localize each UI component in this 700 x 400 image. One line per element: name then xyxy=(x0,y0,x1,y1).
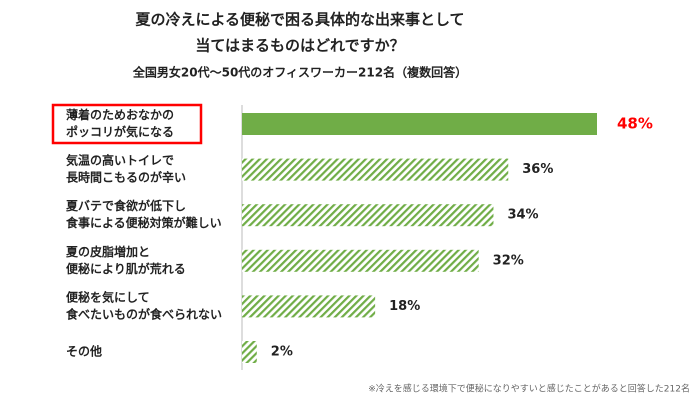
value-label: 32% xyxy=(493,253,524,268)
value-label: 48% xyxy=(617,115,653,133)
category-label: 長時間こもるのが辛い xyxy=(66,170,186,185)
category-label: 食事による便秘対策が難しい xyxy=(65,215,222,230)
bar xyxy=(242,341,257,363)
bar xyxy=(242,204,494,227)
value-label: 36% xyxy=(522,162,553,177)
bar xyxy=(242,113,597,135)
category-label: 夏バテで食欲が低下し xyxy=(66,198,186,213)
value-label: 34% xyxy=(507,208,538,223)
highlight-box xyxy=(51,103,203,145)
category-label: 夏の皮脂増加と xyxy=(66,244,150,259)
category-label: 便秘を気にして xyxy=(66,289,150,304)
footnote: ※冷えを感じる環境下で便秘になりやすいと感じたことがあると回答した212名 xyxy=(368,383,690,395)
chart-title: 当てはまるものはどれですか？ xyxy=(195,37,404,55)
category-label: 気温の高いトイレで xyxy=(66,153,174,168)
category-label: 便秘により肌が荒れる xyxy=(66,261,186,276)
bar xyxy=(242,295,376,318)
value-label: 18% xyxy=(389,299,420,314)
bar xyxy=(242,158,509,181)
value-label: 2% xyxy=(271,345,293,360)
category-label: ポッコリが気になる xyxy=(66,124,174,139)
chart-title: 夏の冷えによる便秘で困る具体的な出来事として xyxy=(134,11,464,29)
chart-subtitle: 全国男女20代〜50代のオフィスワーカー212名（複数回答） xyxy=(132,65,467,80)
bar xyxy=(242,249,479,272)
category-label: 薄着のためおなかの xyxy=(66,107,174,122)
category-label: その他 xyxy=(66,344,102,359)
category-label: 食べたいものが食べられない xyxy=(65,306,222,321)
